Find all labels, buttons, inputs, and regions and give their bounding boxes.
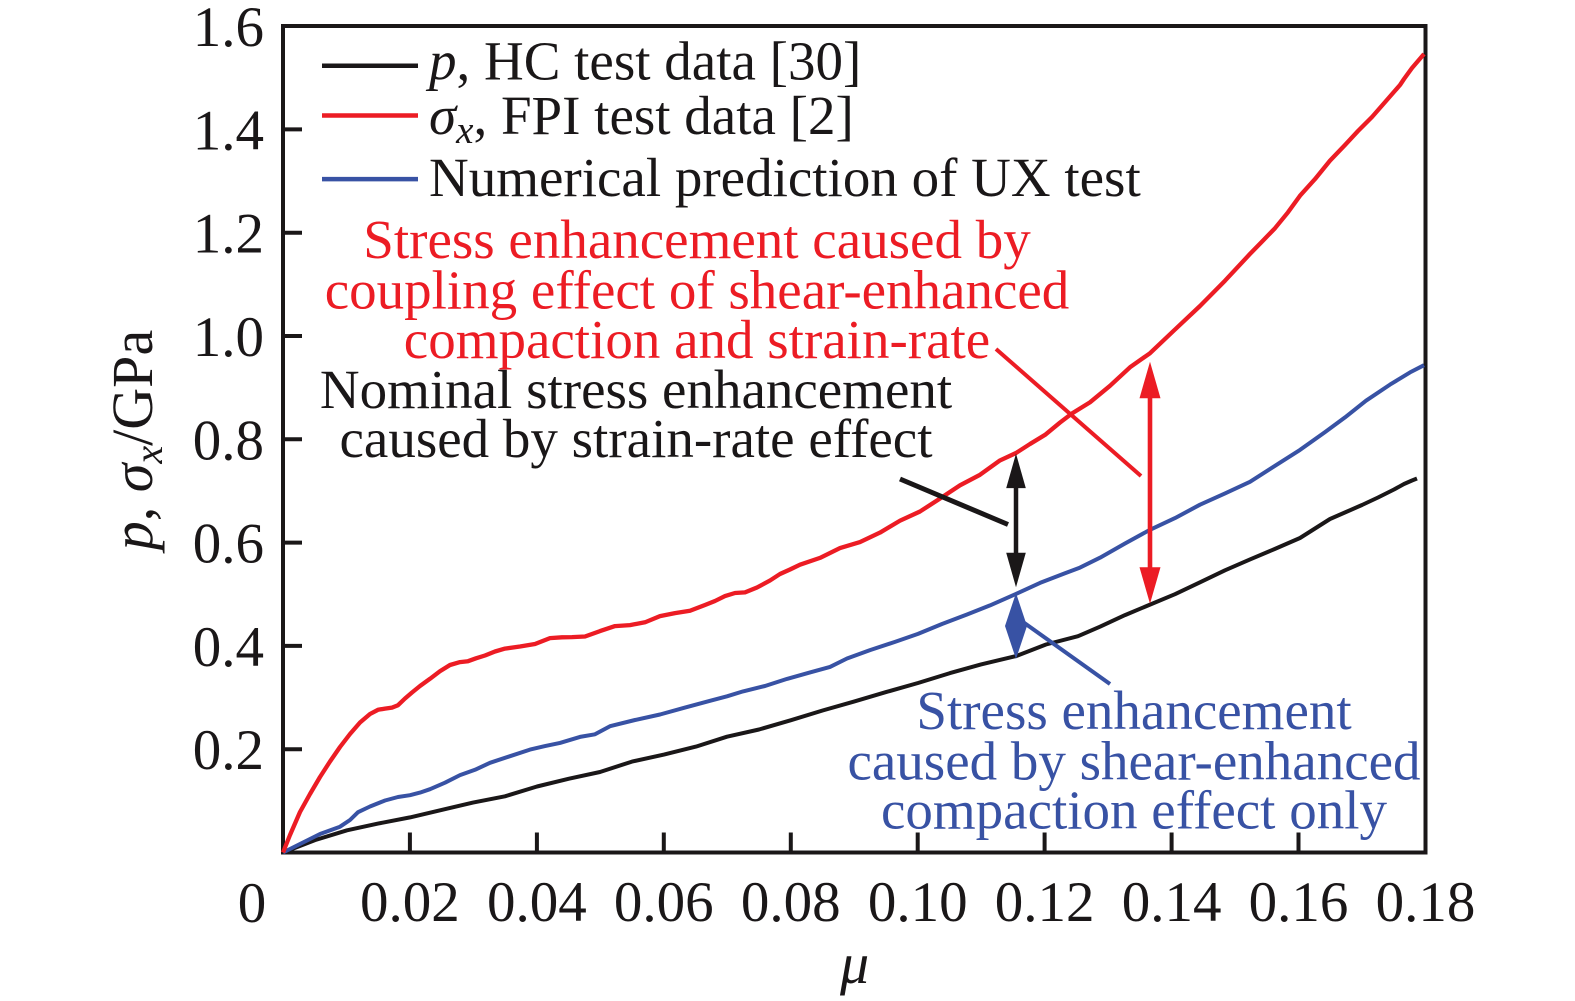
svg-text:0.14: 0.14 bbox=[1122, 871, 1222, 934]
svg-text:Nominal stress enhancement: Nominal stress enhancement bbox=[320, 359, 952, 420]
svg-text:1.0: 1.0 bbox=[193, 306, 264, 369]
svg-text:0.04: 0.04 bbox=[487, 871, 587, 934]
svg-text:0.6: 0.6 bbox=[193, 513, 264, 576]
svg-text:p, HC test data [30]: p, HC test data [30] bbox=[425, 31, 861, 92]
svg-text:0.2: 0.2 bbox=[193, 719, 264, 782]
svg-text:1.4: 1.4 bbox=[193, 99, 264, 162]
svg-text:caused by strain-rate effect: caused by strain-rate effect bbox=[340, 408, 933, 469]
svg-text:0.16: 0.16 bbox=[1249, 871, 1349, 934]
svg-text:0: 0 bbox=[238, 872, 267, 935]
svg-text:1.2: 1.2 bbox=[193, 203, 264, 266]
svg-text:compaction effect only: compaction effect only bbox=[881, 780, 1388, 841]
svg-text:caused by shear-enhanced: caused by shear-enhanced bbox=[847, 731, 1420, 792]
svg-text:μ: μ bbox=[839, 931, 869, 996]
svg-text:coupling effect of shear-enhan: coupling effect of shear-enhanced bbox=[325, 260, 1070, 321]
svg-text:0.02: 0.02 bbox=[360, 871, 460, 934]
svg-text:σx, FPI test data [2]: σx, FPI test data [2] bbox=[429, 85, 854, 152]
svg-text:0.18: 0.18 bbox=[1376, 871, 1476, 934]
svg-text:p, σx/GPa: p, σx/GPa bbox=[100, 330, 171, 554]
svg-text:0.8: 0.8 bbox=[193, 409, 264, 472]
svg-text:Stress enhancement caused by: Stress enhancement caused by bbox=[363, 209, 1031, 270]
svg-text:Stress enhancement: Stress enhancement bbox=[916, 680, 1351, 741]
svg-text:compaction and strain-rate: compaction and strain-rate bbox=[404, 309, 990, 370]
svg-text:0.08: 0.08 bbox=[741, 871, 841, 934]
svg-text:1.6: 1.6 bbox=[193, 0, 264, 59]
svg-text:0.06: 0.06 bbox=[614, 871, 714, 934]
svg-text:0.4: 0.4 bbox=[193, 616, 264, 679]
svg-text:0.10: 0.10 bbox=[868, 871, 968, 934]
svg-text:Numerical prediction of UX tes: Numerical prediction of UX test bbox=[429, 147, 1141, 208]
svg-text:0.12: 0.12 bbox=[995, 871, 1095, 934]
